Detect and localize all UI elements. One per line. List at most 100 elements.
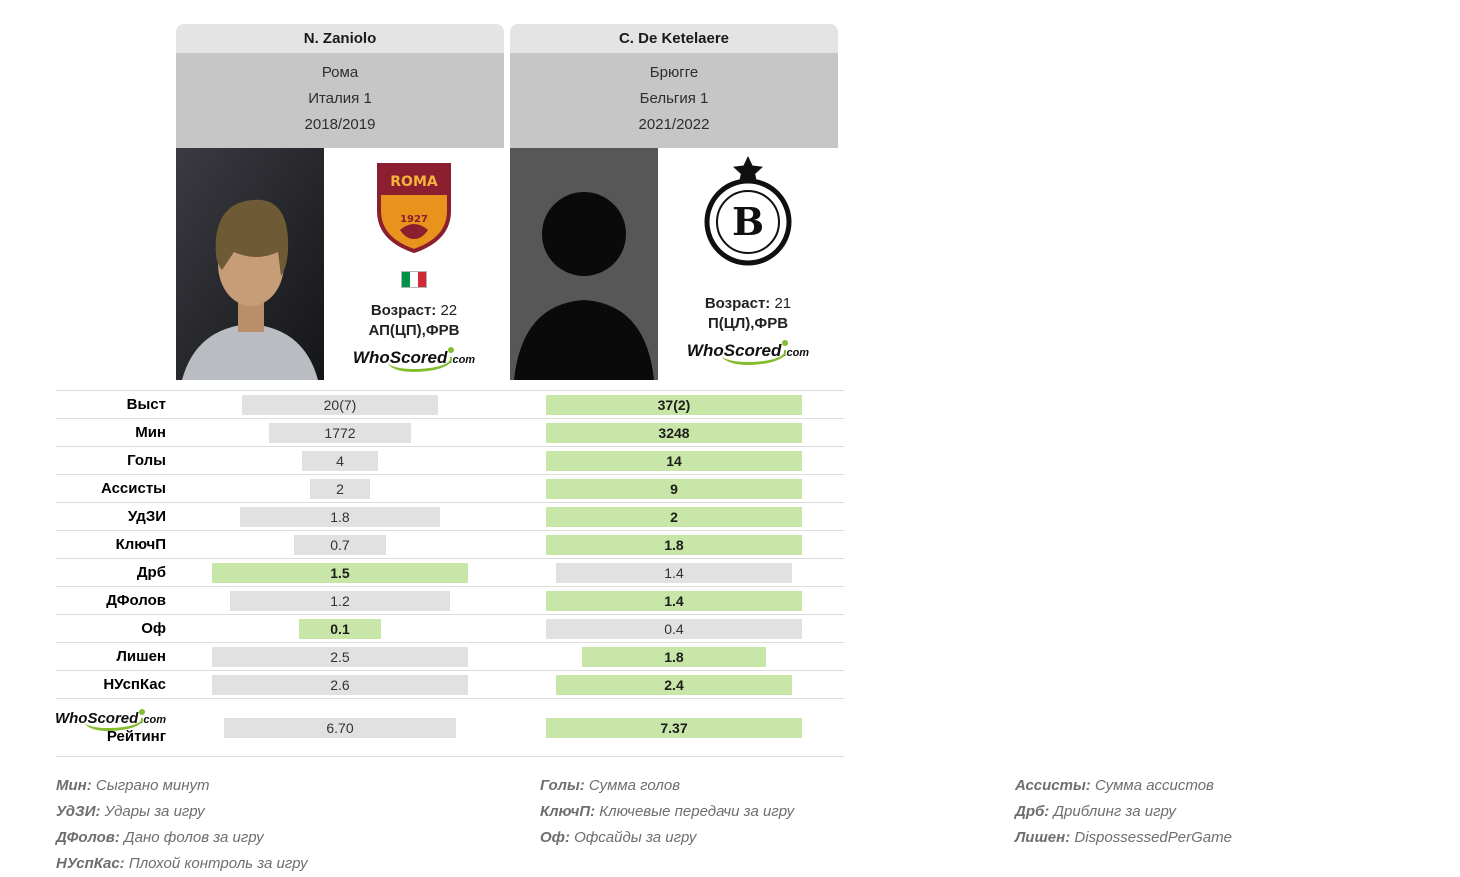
stat-cell-p2: 1.4 [510,590,838,611]
stat-cell-p1: 0.1 [176,618,504,639]
svg-text:B: B [732,199,764,244]
stat-cell-p1: 1.8 [176,506,504,527]
stat-bar: 0.7 [294,534,386,555]
legend-column-2: Голы: Сумма голов КлючП: Ключевые передач… [540,773,1015,877]
player-card-2: C. De Ketelaere Брюгге Бельгия 1 2021/20… [510,24,838,380]
legend-desc: Дано фолов за игру [119,829,264,846]
legend-item: Дрб: Дриблинг за игру [1015,799,1232,825]
player-panel-2: B Возраст: 21 П(ЦЛ),ФРВ Who Scored .com [658,148,838,380]
player-card-1: N. Zaniolo Рома Италия 1 2018/2019 [176,24,504,380]
stat-cell-p1: 1.5 [176,562,504,583]
stat-bar-highlighted: 2.4 [555,674,793,695]
stat-label: НУспКас [103,676,166,693]
legend-term: Оф: [540,829,570,846]
stat-cell-p1: 1772 [176,422,504,443]
legend-term: Лишен: [1015,829,1071,846]
stat-label: Мин [135,424,166,441]
season-1: 2018/2019 [304,116,376,133]
stat-bar-highlighted: 2 [546,506,802,527]
stat-row-5: УдЗИ 1.8 2 [56,503,844,531]
legend-term: Голы: [540,777,585,794]
legend-desc: Удары за игру [100,803,205,820]
stat-label: Лишен [116,648,166,665]
legend-item: Ассисты: Сумма ассистов [1015,773,1232,799]
stat-cell-p1: 1.2 [176,590,504,611]
legend-desc: Дриблинг за игру [1049,803,1176,820]
stat-label: УдЗИ [127,508,166,525]
stat-row-2: Мин 1772 3248 [56,419,844,447]
stat-cell-p1: 2.6 [176,674,504,695]
league-name-1: Италия 1 [308,90,372,107]
stat-row-3: Голы 4 14 [56,447,844,475]
legend-desc: Сумма голов [584,777,681,794]
age-label-1: Возраст: [370,302,437,319]
stat-bar-highlighted: 3248 [546,422,802,443]
stat-cell-p2: 2.4 [510,674,838,695]
stat-bar: 4 [302,450,378,471]
stat-bar: 1.4 [555,562,793,583]
player-club-info-2: Брюгге Бельгия 1 2021/2022 [510,53,838,148]
stat-cell-p1: 2 [176,478,504,499]
legend-desc: DispossessedPerGame [1070,829,1232,846]
stat-rows: Выст 20(7) 37(2) Мин 1772 3248 Голы 4 14 Ассисты 2… [56,391,844,699]
rating-text: Рейтинг [106,728,166,745]
stat-bar: 2.5 [212,646,468,667]
stat-label: Оф [141,620,166,637]
legend-item: Оф: Офсайды за игру [540,825,1015,851]
stat-cell-p2: 37(2) [510,394,838,415]
stat-label: Ассисты [100,480,166,497]
stat-bar-highlighted: 7.37 [546,717,802,738]
stat-cell-p2: 14 [510,450,838,471]
stat-bar-highlighted: 37(2) [546,394,802,415]
stat-label: Дрб [136,564,166,581]
stat-label: КлючП [115,536,166,553]
stat-bar-highlighted: 0.1 [299,618,381,639]
stat-cell-p2: 3248 [510,422,838,443]
stat-bar-highlighted: 14 [546,450,802,471]
stat-cell-p1: 0.7 [176,534,504,555]
svg-text:ROMA: ROMA [390,174,438,190]
legend-desc: Сумма ассистов [1090,777,1214,794]
stat-bar: 1772 [269,422,411,443]
whoscored-logo: Who Scored .com [55,709,166,731]
stat-bar: 0.4 [546,618,802,639]
age-label-2: Возраст: [704,295,771,312]
stat-label: Выст [126,396,166,413]
legend-term: ДФолов: [56,829,120,846]
stat-label: ДФолов [106,592,166,609]
legend-item: НУспКас: Плохой контроль за игру [56,851,540,877]
player-photo-2 [510,148,658,380]
rating-cell-1: 6.70 [176,717,504,738]
player-photo-1 [176,148,324,380]
stat-row-6: КлючП 0.7 1.8 [56,531,844,559]
stat-cell-p2: 9 [510,478,838,499]
stat-bar: 2 [310,478,370,499]
stat-row-4: Ассисты 2 9 [56,475,844,503]
stat-row-11: НУспКас 2.6 2.4 [56,671,844,699]
legend-item: Голы: Сумма голов [540,773,1015,799]
rating-cell-2: 7.37 [510,717,838,738]
stat-bar-highlighted: 1.8 [546,534,802,555]
legend-item: Лишен: DispossessedPerGame [1015,825,1232,851]
stat-row-10: Лишен 2.5 1.8 [56,643,844,671]
legend: Мин: Сыграно минут УдЗИ: Удары за игру ДФо… [56,773,1460,877]
legend-term: Дрб: [1015,803,1050,820]
player-positions-1: АП(ЦП),ФРВ [368,322,460,339]
player-club-info-1: Рома Италия 1 2018/2019 [176,53,504,148]
age-value-2: 21 [774,295,792,312]
legend-column-1: Мин: Сыграно минут УдЗИ: Удары за игру ДФо… [56,773,540,877]
age-value-1: 22 [440,302,458,319]
legend-desc: Офсайды за игру [569,829,697,846]
whoscored-logo: Who Scored .com [687,340,809,365]
legend-term: КлючП: [540,803,596,820]
player-card-body-2: B Возраст: 21 П(ЦЛ),ФРВ Who Scored .com [510,148,838,380]
stat-row-9: Оф 0.1 0.4 [56,615,844,643]
player-positions-2: П(ЦЛ),ФРВ [707,315,789,332]
whoscored-logo: Who Scored .com [353,347,475,372]
stat-bar-highlighted: 9 [546,478,802,499]
stat-bar-highlighted: 1.4 [546,590,802,611]
stat-bar: 2.6 [212,674,468,695]
legend-term: УдЗИ: [56,803,101,820]
legend-desc: Сыграно минут [91,777,210,794]
